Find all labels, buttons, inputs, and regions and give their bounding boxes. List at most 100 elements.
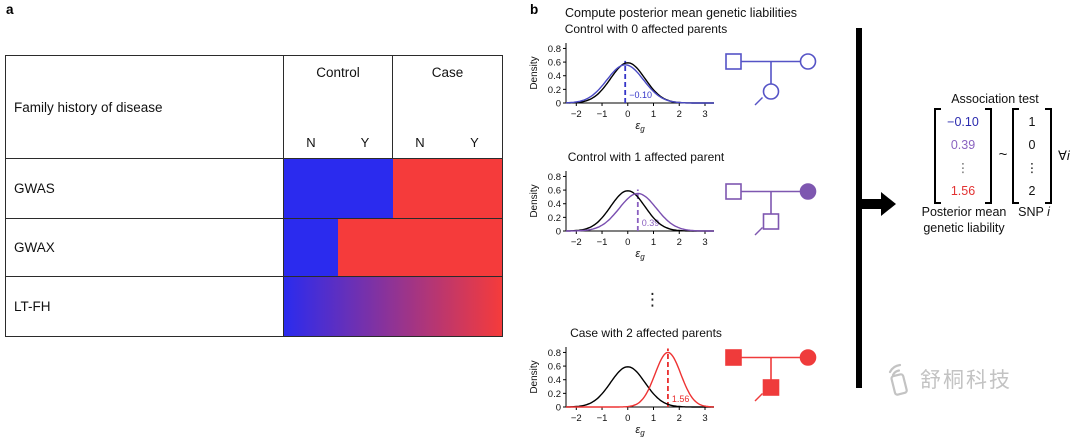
heat-cell-blue: [284, 158, 393, 218]
sub-header-n-2: N: [415, 134, 425, 150]
left-bracket: [934, 108, 941, 204]
pedigree-1-affected-parent: [725, 183, 817, 236]
svg-text:0.6: 0.6: [548, 186, 561, 197]
svg-text:1: 1: [651, 237, 656, 248]
arrow-shaft: [862, 199, 881, 209]
chart-title: Case with 2 affected parents: [570, 326, 722, 340]
density-plot-case-2: Case with 2 affected parents −2 −1 0 1 2 3 0 0.…: [528, 326, 728, 441]
svg-text:−1: −1: [597, 237, 608, 248]
svg-text:0: 0: [625, 413, 630, 424]
vector-value: 1.56: [950, 183, 976, 198]
arrow-head: [881, 192, 896, 216]
svg-text:0.8: 0.8: [548, 44, 561, 55]
col-group-case: Case: [431, 65, 464, 80]
svg-text:2: 2: [677, 109, 682, 120]
panel-a-label: a: [6, 2, 14, 17]
svg-text:0.4: 0.4: [548, 375, 561, 386]
posterior-vector-caption: Posterior mean genetic liability: [908, 204, 1020, 236]
pedigree-0-affected-parents: [725, 53, 817, 106]
watermark: 舒桐科技: [884, 362, 1012, 396]
snp-caption-label: SNP: [1018, 205, 1044, 219]
row-label-gwas: GWAS: [6, 158, 284, 218]
forall-index: i: [1066, 148, 1070, 163]
left-bracket: [1012, 108, 1019, 204]
svg-text:−2: −2: [571, 109, 582, 120]
chart-title: Control with 1 affected parent: [567, 150, 725, 164]
svg-text:3: 3: [702, 237, 707, 248]
svg-text:1.56: 1.56: [672, 394, 690, 404]
vertical-ellipsis: ⋮: [644, 290, 661, 309]
family-history-table: Family history of disease Control Case N Y N Y…: [5, 55, 503, 337]
sub-header-n-0: N: [306, 134, 316, 150]
svg-text:0.8: 0.8: [548, 348, 561, 359]
svg-text:−2: −2: [571, 237, 582, 248]
snp-genotype-vector: 1 0 ⋮ 2: [1012, 108, 1052, 204]
right-bracket: [985, 108, 992, 204]
svg-text:0: 0: [625, 109, 630, 120]
svg-text:1: 1: [651, 109, 656, 120]
caption-line-1: Posterior mean: [921, 205, 1007, 219]
svg-text:0.4: 0.4: [548, 199, 561, 210]
chart-title: Control with 0 affected parents: [564, 22, 728, 36]
vector-value: 1: [1028, 114, 1036, 129]
density-plot-control-1: Control with 1 affected parent −2 −1 0 1 2 3 0…: [528, 150, 728, 271]
table-row-header: Family history of disease: [6, 56, 284, 158]
pedigree-2-affected-parents: [725, 349, 817, 402]
heat-cell-blue: [284, 218, 338, 276]
svg-text:−1: −1: [597, 413, 608, 424]
density-plot-svg: −2 −1 0 1 2 3 0 0.2 0.4 0.6 0.8 Density εg −0.10: [529, 43, 714, 134]
svg-text:0.2: 0.2: [548, 85, 561, 96]
svg-text:Density: Density: [529, 184, 540, 217]
vector-values: −0.10 0.39 ⋮ 1.56: [941, 108, 985, 204]
svg-text:εg: εg: [635, 424, 645, 438]
svg-text:0.6: 0.6: [548, 58, 561, 69]
heat-cell-red: [393, 158, 502, 218]
vector-value: ⋮: [1025, 161, 1039, 175]
svg-text:0.39: 0.39: [642, 218, 660, 228]
association-test-title: Association test: [951, 92, 1039, 106]
sub-header-y-1: Y: [338, 126, 393, 158]
svg-text:0: 0: [625, 237, 630, 248]
row-label-gwax: GWAX: [6, 218, 284, 276]
svg-text:2: 2: [677, 413, 682, 424]
svg-text:εg: εg: [635, 248, 645, 262]
svg-text:0.8: 0.8: [548, 172, 561, 183]
heat-cell-red: [338, 218, 502, 276]
vector-value: 2: [1028, 183, 1036, 198]
forall-symbol: ∀: [1058, 148, 1067, 163]
svg-text:0: 0: [556, 99, 561, 110]
svg-text:3: 3: [702, 109, 707, 120]
svg-text:Density: Density: [529, 56, 540, 89]
svg-text:−0.10: −0.10: [629, 90, 652, 100]
row-label-lt-fh: LT-FH: [6, 276, 284, 336]
posterior-liability-vector: −0.10 0.39 ⋮ 1.56: [934, 108, 992, 204]
svg-text:0.6: 0.6: [548, 362, 561, 373]
vector-value: ⋮: [956, 161, 970, 175]
section-divider-bar: [856, 28, 862, 388]
caption-line-2: genetic liability: [923, 221, 1005, 235]
svg-text:0.2: 0.2: [548, 389, 561, 400]
panel-b-label: b: [530, 2, 539, 17]
svg-text:−2: −2: [571, 413, 582, 424]
density-plot-control-0: Control with 0 affected parents −2 −1 0 1 2 3…: [528, 22, 728, 143]
panel-b-title: Compute posterior mean genetic liabiliti…: [564, 6, 798, 20]
snp-caption-index: i: [1047, 205, 1050, 219]
tilde-operator: ~: [998, 146, 1008, 163]
sub-header-y-3: Y: [470, 134, 479, 150]
svg-text:Density: Density: [529, 360, 540, 393]
vector-value: 0: [1028, 137, 1036, 152]
snp-vector-caption: SNP i: [1010, 204, 1058, 220]
density-plot-svg: −2 −1 0 1 2 3 0 0.2 0.4 0.6 0.8 Density εg 1.56: [529, 347, 714, 438]
col-group-control: Control: [284, 56, 393, 126]
svg-text:−1: −1: [597, 109, 608, 120]
phone-icon: [888, 363, 908, 396]
density-plot-svg: −2 −1 0 1 2 3 0 0.2 0.4 0.6 0.8 Density εg 0.39: [529, 171, 714, 262]
svg-text:3: 3: [702, 413, 707, 424]
svg-text:1: 1: [651, 413, 656, 424]
heat-cell-gradient: [284, 276, 502, 336]
vector-values: 1 0 ⋮ 2: [1019, 108, 1045, 204]
svg-text:0: 0: [556, 227, 561, 238]
vector-value: −0.10: [947, 114, 979, 129]
svg-text:2: 2: [677, 237, 682, 248]
